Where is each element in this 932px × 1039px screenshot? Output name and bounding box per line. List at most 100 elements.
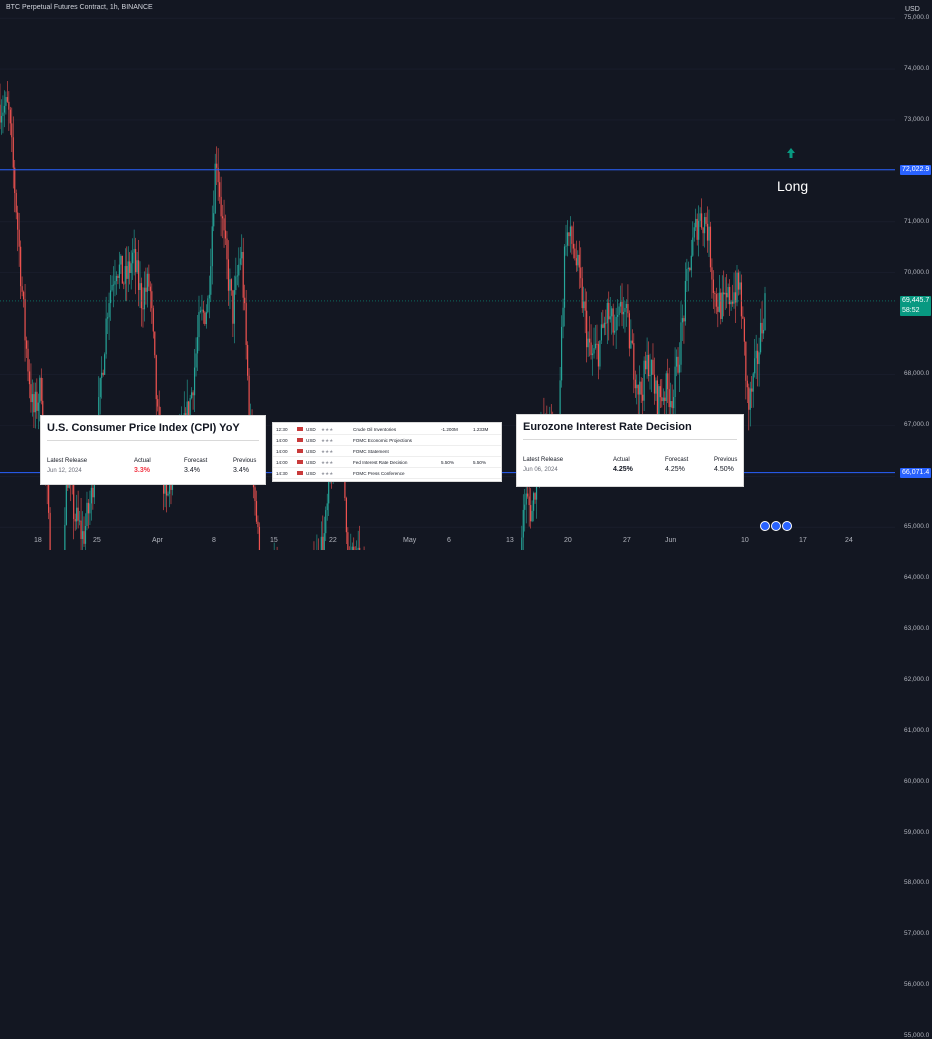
candle-body bbox=[358, 548, 359, 550]
candle-body bbox=[561, 327, 562, 380]
candle-body bbox=[120, 256, 121, 265]
time-tick-label: 27 bbox=[623, 537, 631, 544]
price-tick-label: 74,000.0 bbox=[904, 65, 929, 72]
candle-body bbox=[621, 302, 622, 314]
candle-body bbox=[79, 521, 80, 522]
us-flag-icon[interactable] bbox=[771, 521, 781, 531]
time-tick-label: 6 bbox=[447, 537, 451, 544]
candle-body bbox=[157, 399, 158, 406]
candle-body bbox=[617, 315, 618, 317]
candle-body bbox=[722, 292, 723, 319]
candle-body bbox=[576, 258, 577, 265]
candle-body bbox=[760, 323, 761, 352]
us-flag-icon[interactable] bbox=[760, 521, 770, 531]
candle-body bbox=[610, 316, 611, 319]
candle-body bbox=[725, 293, 726, 294]
event-name: FOMC Economic Projections bbox=[353, 438, 412, 443]
candle-body bbox=[200, 311, 201, 312]
candle-body bbox=[582, 278, 583, 308]
event-currency: USD bbox=[306, 471, 316, 476]
candle-body bbox=[201, 310, 202, 311]
candle-body bbox=[595, 344, 596, 348]
price-tick-label: 70,000.0 bbox=[904, 269, 929, 276]
event-time: 14:00 bbox=[276, 438, 288, 443]
candle-body bbox=[593, 348, 594, 353]
importance-stars-icon: ★★★ bbox=[321, 438, 333, 444]
price-tick-label: 58,000.0 bbox=[904, 879, 929, 886]
candle-body bbox=[648, 355, 649, 376]
event-previous: 5.50% bbox=[473, 460, 486, 465]
candle-body bbox=[30, 384, 31, 402]
candle-body bbox=[652, 360, 653, 375]
candle-body bbox=[197, 337, 198, 353]
candle-body bbox=[138, 260, 139, 290]
candle-body bbox=[169, 485, 170, 494]
candle-body bbox=[726, 293, 727, 297]
candle-body bbox=[633, 343, 634, 379]
candle-body bbox=[235, 276, 236, 290]
candle-body bbox=[629, 313, 630, 348]
candle-body bbox=[599, 340, 600, 366]
candle-body bbox=[638, 385, 639, 395]
candle-body bbox=[150, 287, 151, 292]
candle-body bbox=[669, 389, 670, 407]
candle-body bbox=[664, 398, 665, 401]
candle-body bbox=[585, 301, 586, 310]
candle-body bbox=[627, 304, 628, 313]
candle-body bbox=[534, 493, 535, 500]
candle-body bbox=[113, 285, 114, 286]
candle-body bbox=[568, 232, 569, 236]
candle-body bbox=[8, 102, 9, 110]
event-markers[interactable] bbox=[760, 518, 793, 536]
price-tick-label: 61,000.0 bbox=[904, 727, 929, 734]
candle-body bbox=[232, 290, 233, 323]
candle-body bbox=[237, 275, 238, 276]
price-tick-label: 63,000.0 bbox=[904, 625, 929, 632]
candle-body bbox=[757, 351, 758, 364]
candle-body bbox=[677, 357, 678, 373]
candle-body bbox=[700, 213, 701, 221]
candle-body bbox=[91, 488, 92, 504]
candle-body bbox=[571, 227, 572, 244]
time-tick-label: 18 bbox=[34, 537, 42, 544]
candle-body bbox=[167, 494, 168, 496]
time-tick-label: 8 bbox=[212, 537, 216, 544]
currency-label[interactable]: USD bbox=[905, 6, 920, 13]
candle-body bbox=[125, 266, 126, 284]
candle-body bbox=[243, 252, 244, 298]
long-annotation[interactable]: Long bbox=[777, 178, 808, 194]
candle-body bbox=[753, 373, 754, 391]
candle-body bbox=[705, 217, 706, 224]
us-flag-icon[interactable] bbox=[782, 521, 792, 531]
price-tick-label: 73,000.0 bbox=[904, 116, 929, 123]
candle-body bbox=[13, 137, 14, 167]
importance-stars-icon: ★★★ bbox=[321, 471, 333, 477]
event-time: 12:30 bbox=[276, 427, 288, 432]
candle-body bbox=[756, 351, 757, 359]
candle-body bbox=[210, 266, 211, 295]
latest-release-date: Jun 12, 2024 bbox=[47, 468, 82, 474]
calendar-row[interactable]: 14:00 USD ★★★ FOMC Economic Projections bbox=[273, 435, 501, 446]
event-currency: USD bbox=[306, 438, 316, 443]
price-tick-label: 55,000.0 bbox=[904, 1032, 929, 1039]
candle-body bbox=[88, 503, 89, 514]
importance-stars-icon: ★★★ bbox=[321, 460, 333, 466]
ecb-card: Eurozone Interest Rate Decision Latest R… bbox=[516, 414, 744, 487]
candle-body bbox=[327, 503, 328, 510]
candle-body bbox=[672, 401, 673, 408]
candle-body bbox=[11, 123, 12, 137]
candle-body bbox=[104, 354, 105, 375]
candle-body bbox=[523, 510, 524, 538]
candle-body bbox=[620, 302, 621, 307]
candle-body bbox=[562, 308, 563, 327]
event-time: 14:00 bbox=[276, 449, 288, 454]
last-price-tag: 69,445.7 58:52 bbox=[900, 296, 931, 316]
candle-body bbox=[732, 302, 733, 304]
candle-body bbox=[20, 247, 21, 286]
candle-body bbox=[717, 307, 718, 312]
candle-body bbox=[170, 485, 171, 490]
